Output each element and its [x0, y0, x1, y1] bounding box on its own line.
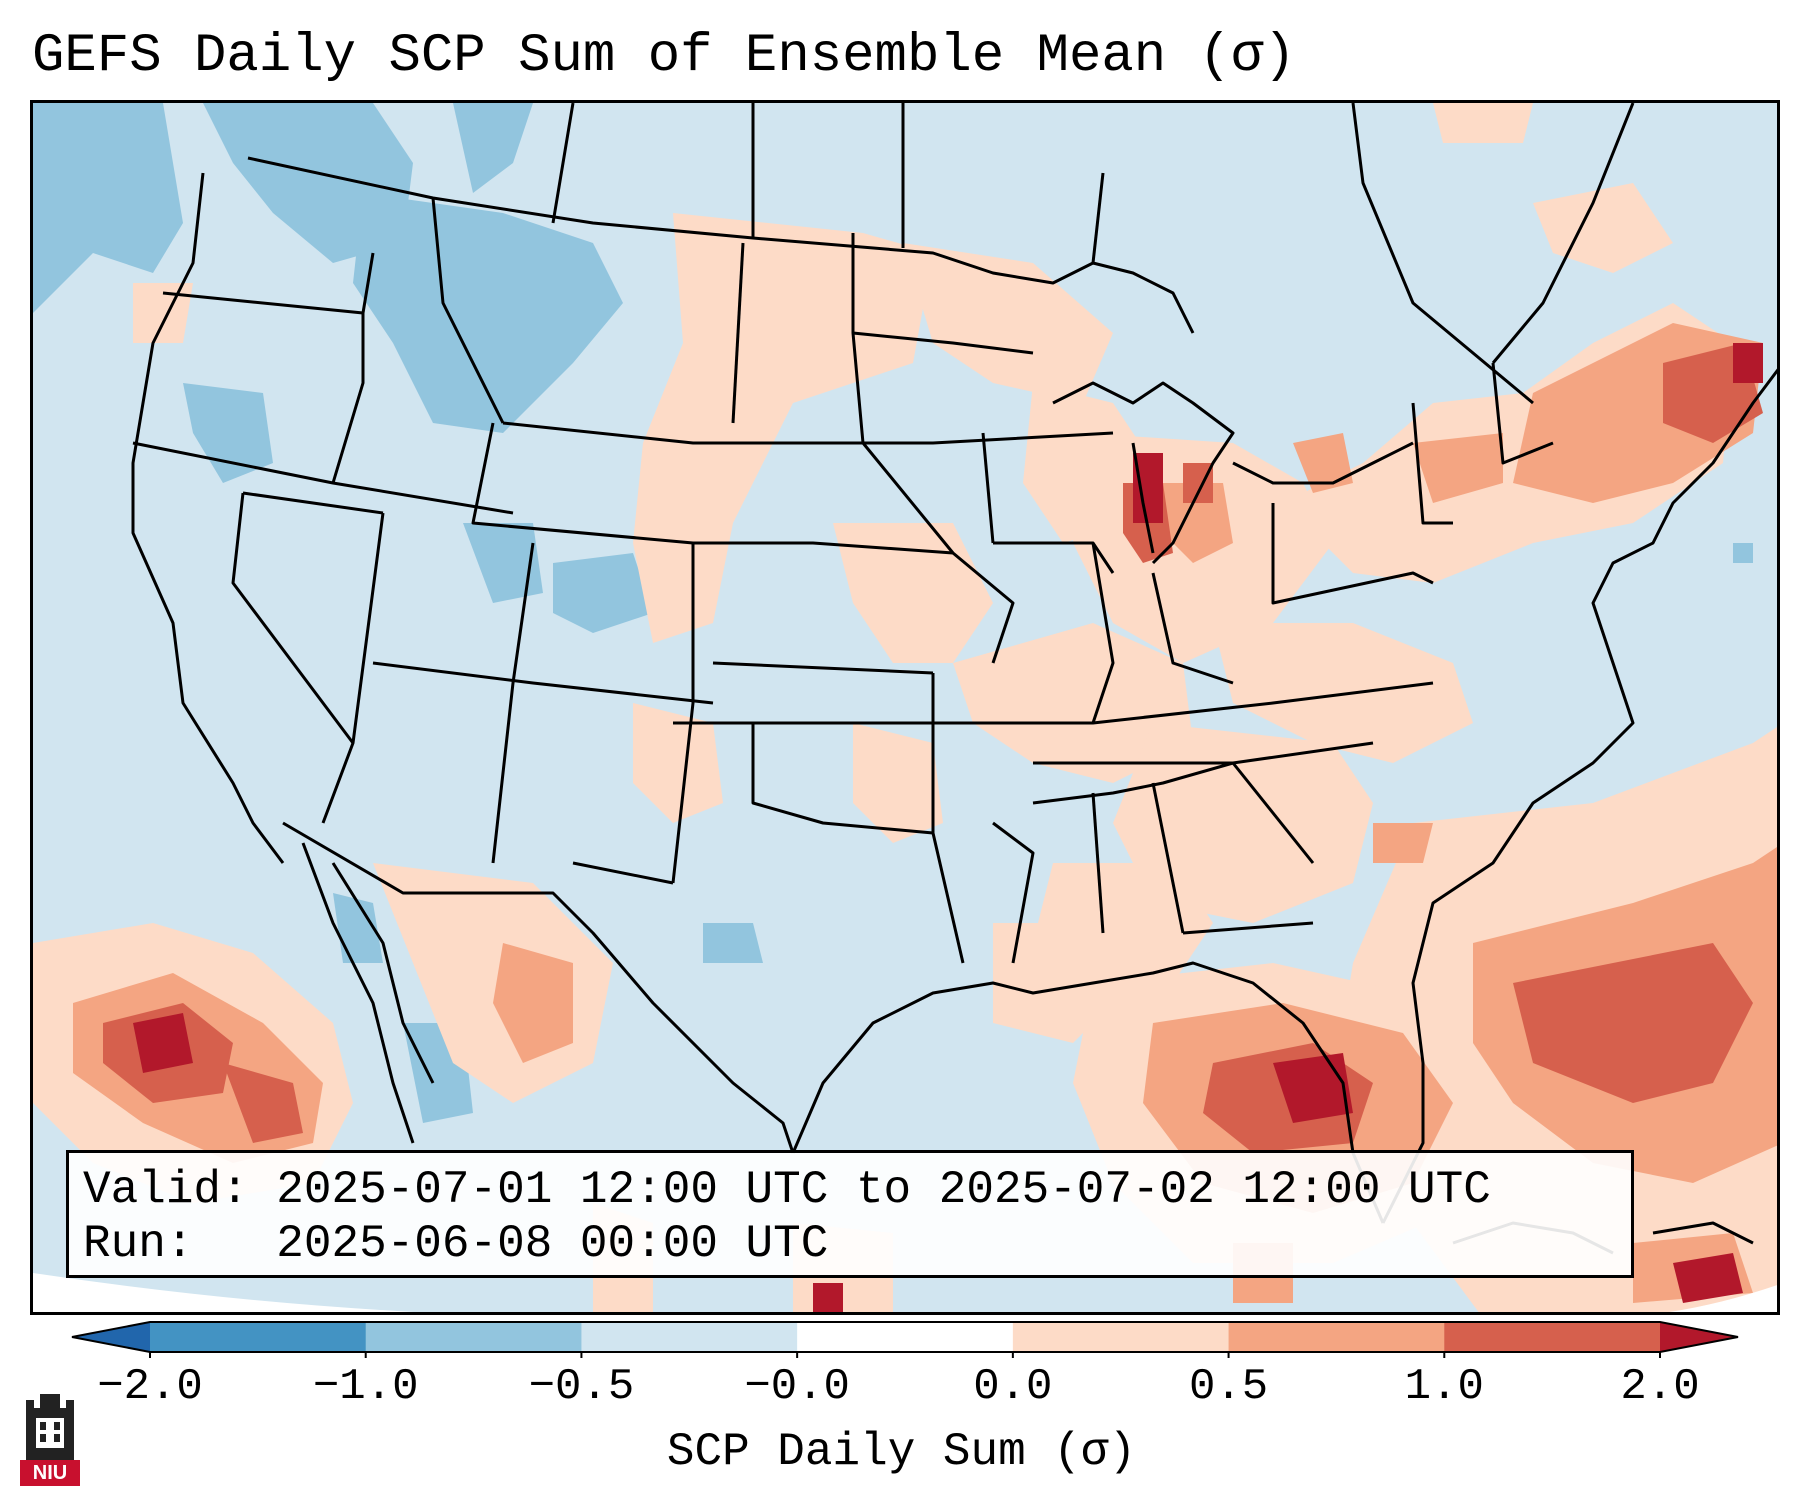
colorbar: [71, 1321, 1739, 1358]
colorbar-segment: [1012, 1322, 1230, 1352]
colorbar-segment: [1228, 1322, 1445, 1352]
niu-logo: NIU: [20, 1394, 80, 1486]
colorbar-segment: [1444, 1322, 1661, 1352]
map-svg: [33, 103, 1777, 1312]
castle-icon: [26, 1394, 74, 1460]
run-label: Run:: [83, 1218, 194, 1270]
valid-row: Valid: 2025-07-01 12:00 UTC to 2025-07-0…: [83, 1163, 1617, 1217]
colorbar-tick-label: −2.0: [97, 1362, 203, 1412]
run-value: 2025-06-08 00:00 UTC: [276, 1218, 829, 1270]
dark-red-anomaly-regions: [103, 343, 1763, 1153]
colorbar-segment: [581, 1322, 798, 1352]
colorbar-tick-label: −1.0: [312, 1362, 419, 1412]
map-panel[interactable]: [30, 100, 1780, 1315]
domain-edge: [33, 1273, 415, 1312]
map-title: GEFS Daily SCP Sum of Ensemble Mean (σ): [32, 26, 1296, 87]
colorbar-segment: [365, 1322, 582, 1352]
colorbar-tick-label: 0.0: [973, 1362, 1053, 1412]
colorbar-tick-label: −0.0: [744, 1362, 850, 1412]
colorbar-ticks: [149, 1352, 1661, 1358]
colorbar-tick-label: 0.5: [1188, 1362, 1269, 1412]
colorbar-tick-label: −0.5: [528, 1362, 635, 1412]
colorbar-segment: [150, 1322, 367, 1352]
valid-value: 2025-07-01 12:00 UTC to 2025-07-02 12:00…: [276, 1164, 1491, 1216]
validity-info-box: Valid: 2025-07-01 12:00 UTC to 2025-07-0…: [66, 1150, 1634, 1278]
colorbar-extend-high: [1660, 1322, 1738, 1352]
darkest-red-anomaly-regions: [133, 343, 1763, 1312]
state-borders: [131, 103, 1777, 1255]
colorbar-tick-label: 2.0: [1620, 1362, 1700, 1412]
logo-text: NIU: [20, 1460, 80, 1486]
run-row: Run: 2025-06-08 00:00 UTC: [83, 1217, 1617, 1271]
colorbar-segment: [797, 1322, 1014, 1352]
colorbar-segments: [71, 1321, 1739, 1353]
colorbar-label: SCP Daily Sum (σ): [666, 1426, 1137, 1478]
colorbar-tick-label: 1.0: [1404, 1362, 1484, 1412]
domain-edge-right: [1669, 1285, 1777, 1312]
colorbar-extend-low: [72, 1322, 150, 1352]
valid-label: Valid:: [83, 1164, 249, 1216]
